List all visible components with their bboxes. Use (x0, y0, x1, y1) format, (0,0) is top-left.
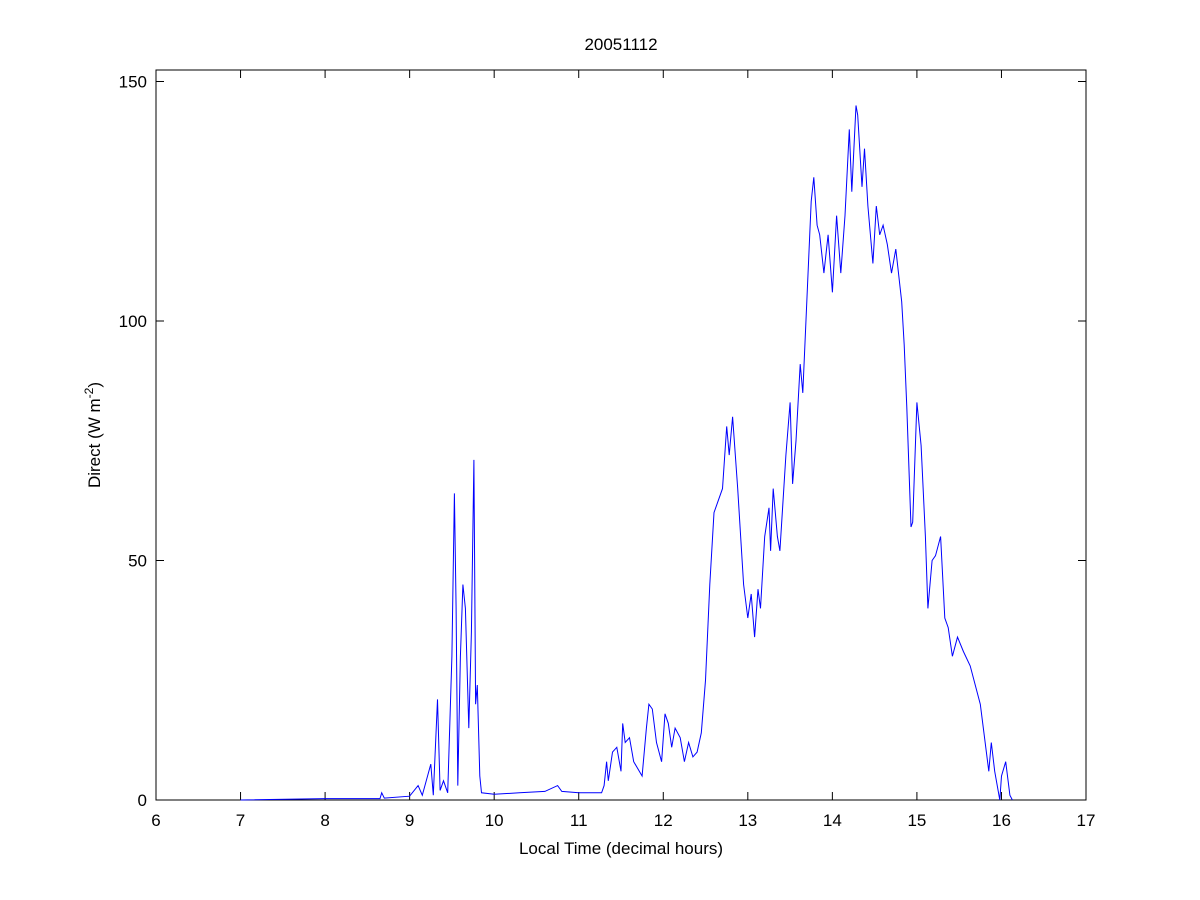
x-tick-label: 10 (485, 811, 504, 830)
x-tick-label: 16 (992, 811, 1011, 830)
x-tick-label: 11 (570, 811, 588, 830)
y-tick-label: 100 (119, 312, 147, 331)
x-tick-label: 8 (320, 811, 329, 830)
y-axis-label-sup: -2 (82, 387, 96, 398)
y-tick-label: 50 (128, 552, 147, 571)
y-tick-label: 150 (119, 73, 147, 92)
y-axis-label-close: ) (85, 382, 104, 388)
series-line (240, 105, 1013, 801)
x-tick-label: 9 (405, 811, 414, 830)
x-tick-label: 12 (654, 811, 673, 830)
y-tick-label: 0 (138, 791, 147, 810)
plot-area (155, 69, 1087, 801)
chart-title: 20051112 (584, 35, 657, 54)
x-tick-label: 7 (236, 811, 245, 830)
y-axis-label: Direct (W m-2) (82, 382, 104, 488)
x-tick-label: 15 (907, 811, 926, 830)
x-tick-label: 14 (823, 811, 842, 830)
x-tick-label: 6 (151, 811, 160, 830)
y-axis-label-main: Direct (W m (85, 398, 104, 488)
x-tick-label: 17 (1077, 811, 1096, 830)
x-axis-label: Local Time (decimal hours) (519, 839, 723, 858)
x-tick-label: 13 (738, 811, 757, 830)
